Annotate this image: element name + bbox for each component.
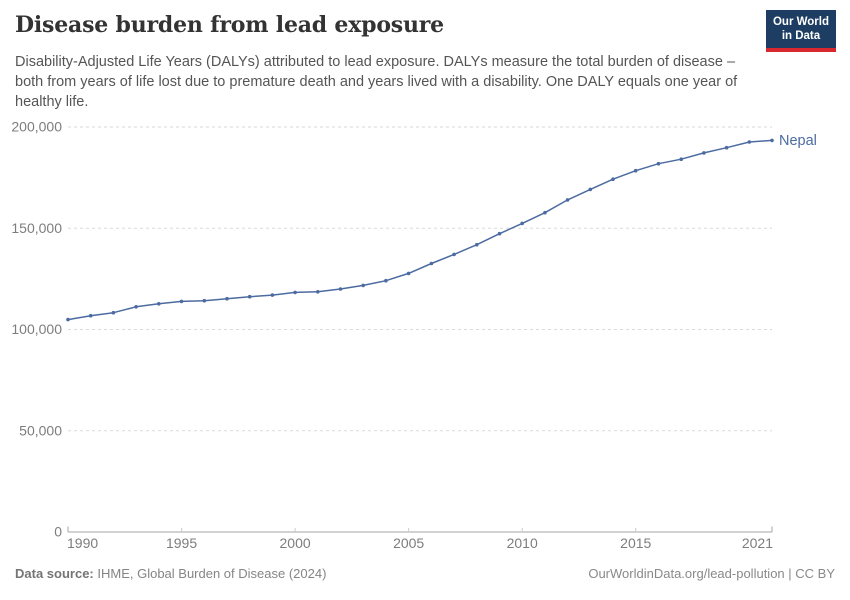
footer-link[interactable]: OurWorldinData.org/lead-pollution — [588, 566, 785, 581]
data-point[interactable] — [270, 293, 275, 297]
data-point[interactable] — [520, 221, 524, 226]
data-point[interactable] — [679, 157, 683, 161]
series-label-nepal[interactable]: Nepal — [779, 133, 817, 149]
logo-line-2: in Data — [781, 30, 821, 43]
owid-logo: Our World in Data — [765, 10, 836, 52]
data-point[interactable] — [588, 187, 593, 192]
data-point[interactable] — [111, 310, 116, 315]
data-point[interactable] — [293, 290, 297, 295]
y-axis-tick-label: 0 — [54, 524, 62, 540]
y-axis-tick-label: 50,000 — [19, 422, 62, 438]
data-point[interactable] — [225, 296, 229, 301]
series-line-nepal[interactable] — [67, 139, 773, 321]
footer-attribution: OurWorldinData.org/lead-pollution | CC B… — [588, 566, 835, 581]
data-point[interactable] — [747, 140, 752, 144]
x-axis-tick-label: 2021 — [742, 535, 773, 551]
data-point[interactable] — [475, 242, 479, 247]
x-axis-tick-label: 2005 — [393, 535, 424, 551]
footer-license: CC BY — [795, 566, 835, 581]
data-point[interactable] — [66, 317, 70, 322]
y-axis-tick-label: 100,000 — [11, 321, 62, 337]
data-source-label: Data source: — [15, 566, 94, 581]
x-axis-tick-label: 1995 — [166, 535, 197, 551]
logo-line-1: Our World — [772, 16, 829, 28]
data-point[interactable] — [656, 161, 661, 166]
x-axis-tick-label: 2000 — [280, 535, 311, 551]
data-point[interactable] — [702, 151, 706, 155]
data-point[interactable] — [543, 210, 547, 215]
x-axis-tick-label: 2015 — [620, 535, 651, 551]
y-axis-tick-label: 150,000 — [11, 220, 62, 236]
data-point[interactable] — [565, 198, 570, 202]
data-point[interactable] — [361, 283, 366, 288]
x-axis-tick-label: 2010 — [507, 535, 538, 551]
data-point[interactable] — [633, 168, 638, 173]
data-point[interactable] — [429, 261, 434, 266]
data-point[interactable] — [724, 145, 729, 150]
data-source-text: IHME, Global Burden of Disease (2024) — [93, 566, 327, 581]
chart-footer: Data source: IHME, Global Burden of Dise… — [15, 566, 835, 581]
data-point[interactable] — [384, 278, 388, 283]
y-axis-tick-label: 200,000 — [11, 119, 62, 135]
data-point[interactable] — [179, 299, 184, 304]
page-title: Disease burden from lead exposure — [15, 12, 444, 38]
chart-subtitle: Disability-Adjusted Life Years (DALYs) a… — [15, 54, 738, 110]
data-point[interactable] — [338, 287, 343, 291]
data-point[interactable] — [202, 298, 207, 303]
data-point[interactable] — [452, 252, 456, 257]
data-point[interactable] — [157, 302, 161, 306]
data-point[interactable] — [497, 231, 502, 236]
data-point[interactable] — [611, 177, 615, 181]
data-point[interactable] — [134, 305, 138, 309]
data-point[interactable] — [88, 313, 93, 318]
data-point[interactable] — [247, 294, 252, 299]
data-point[interactable] — [406, 271, 411, 276]
data-point[interactable] — [316, 290, 320, 294]
footer-separator: | — [784, 566, 796, 581]
line-chart-canvas: 0 50,000 100,000 150,000 200,000 1990 1995 2000… — [11, 119, 817, 552]
data-source: Data source: IHME, Global Burden of Dise… — [15, 566, 326, 581]
data-point[interactable] — [770, 138, 774, 143]
x-axis-tick-label: 1990 — [67, 535, 98, 551]
